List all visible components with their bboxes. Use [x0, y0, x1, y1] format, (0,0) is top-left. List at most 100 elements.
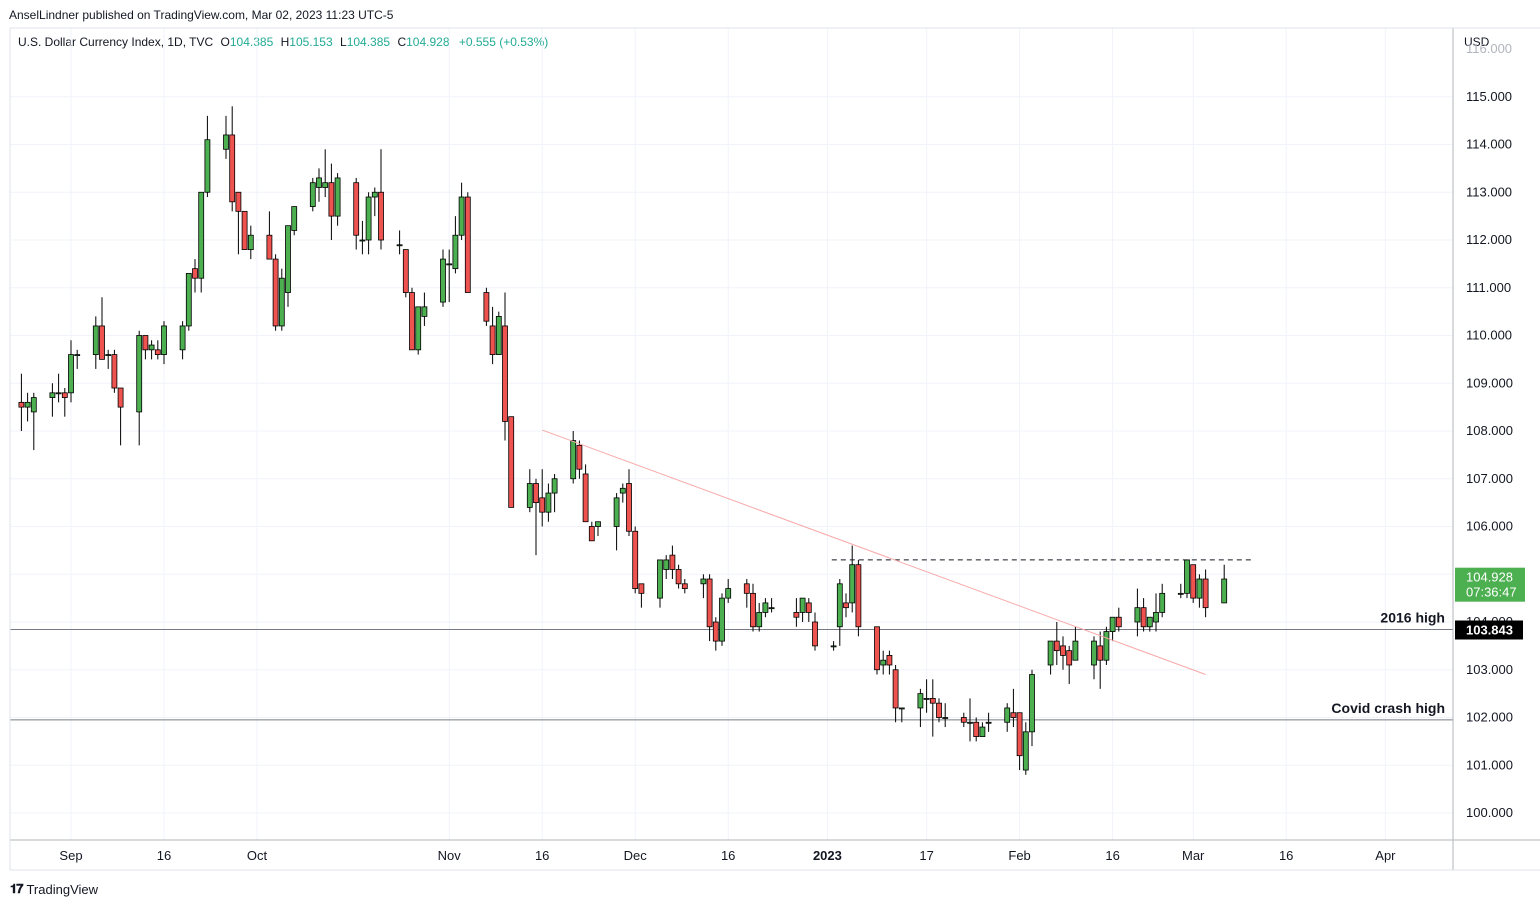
candle-body	[892, 669, 899, 709]
candle-body	[886, 655, 893, 666]
y-tick-label: 107.000	[1466, 471, 1513, 486]
candle-body	[309, 182, 316, 207]
candle-body	[551, 478, 558, 494]
candle-body	[1072, 640, 1079, 661]
candle-body	[266, 234, 273, 260]
high-label: H	[280, 35, 290, 49]
candle-body	[117, 387, 124, 408]
candle-body	[489, 325, 496, 356]
candle-body	[440, 258, 446, 303]
candle-body	[99, 325, 105, 360]
candle-body	[495, 315, 502, 355]
candle-body	[365, 196, 372, 241]
x-tick-label: 17	[919, 848, 933, 863]
candle-body	[1134, 607, 1141, 623]
grid	[10, 28, 1453, 840]
footer-brand: TradingView	[26, 881, 99, 897]
level-label: Covid crash high	[1331, 700, 1445, 716]
candle-body	[1159, 592, 1166, 613]
candle-body	[762, 602, 769, 613]
candle-body	[402, 249, 409, 293]
candle-body	[1140, 607, 1147, 628]
candle-body	[626, 483, 632, 532]
candle-body	[185, 273, 192, 327]
footer: 𝟏𝟕 TradingView	[10, 881, 98, 897]
candle-body	[508, 416, 515, 508]
candle-body	[712, 621, 719, 642]
candle-body	[917, 693, 924, 709]
candle-body	[756, 612, 763, 628]
close-value: 104.928	[406, 35, 450, 49]
tradingview-logo-icon: 𝟏𝟕	[10, 881, 24, 896]
candle-body	[632, 530, 639, 589]
candle-body	[371, 191, 378, 198]
levels: 2016 high Covid crash high	[10, 609, 1453, 721]
x-tick-label: 2023	[813, 848, 842, 863]
open-label: O	[220, 35, 230, 49]
candle-body	[719, 597, 725, 642]
candle-body	[1091, 640, 1097, 666]
y-tick-label: 103.000	[1466, 662, 1513, 677]
overlays	[542, 429, 1252, 675]
candle-body	[898, 707, 905, 710]
y-tick-label: 102.000	[1466, 710, 1513, 725]
candle-body	[793, 612, 800, 618]
candle-body	[502, 325, 508, 422]
y-tick-label: 100.000	[1466, 805, 1513, 820]
candle-body	[421, 306, 428, 317]
candle-body	[241, 210, 248, 250]
candle-body	[105, 354, 112, 357]
candle-body	[1221, 578, 1228, 604]
candle-body	[595, 521, 601, 527]
candle-body	[681, 583, 688, 589]
candle-body	[161, 325, 167, 356]
candle-body	[1022, 731, 1029, 771]
candle-body	[570, 440, 577, 480]
x-tick-label: Oct	[247, 848, 268, 863]
candle-body	[179, 325, 186, 351]
candle-body	[223, 134, 229, 150]
candle-body	[1066, 650, 1073, 666]
candle-body	[353, 182, 360, 236]
candle-body	[55, 392, 62, 395]
candle-body	[638, 583, 645, 594]
candle-body	[378, 191, 384, 241]
x-tick-label: 16	[721, 848, 735, 863]
level-price-tag	[1455, 620, 1523, 640]
y-tick-label: 106.000	[1466, 519, 1513, 534]
y-tick-label: 115.000	[1466, 89, 1512, 104]
candle-body	[576, 444, 583, 470]
candle-body	[799, 597, 806, 613]
candle-body	[278, 277, 285, 327]
y-tick-label: 113.000	[1466, 184, 1512, 199]
candle-body	[663, 559, 670, 570]
candle-body	[74, 354, 81, 357]
candles	[18, 106, 1228, 775]
x-tick-label: 16	[1279, 848, 1293, 863]
low-label: L	[340, 35, 347, 49]
x-tick-label: Apr	[1375, 848, 1396, 863]
candle-body	[768, 607, 775, 610]
candle-body	[328, 182, 335, 217]
candle-body	[880, 659, 887, 666]
y-tick-label: 108.000	[1466, 423, 1513, 438]
candle-body	[192, 268, 198, 279]
publisher-line: AnselLindner published on TradingView.co…	[9, 8, 394, 22]
candle-body	[619, 487, 626, 494]
candle-body	[359, 239, 366, 242]
candle-body	[483, 292, 490, 322]
candle-body	[446, 263, 453, 266]
y-tick-label: 109.000	[1466, 375, 1513, 390]
x-tick-label: 16	[157, 848, 171, 863]
candle-body	[322, 182, 329, 188]
candle-body	[136, 335, 143, 413]
candle-body	[92, 325, 99, 356]
candle-body	[1177, 592, 1184, 595]
candle-body	[1190, 564, 1197, 599]
candle-body	[68, 354, 74, 394]
candle-body	[415, 306, 422, 351]
low-value: 104.385	[346, 35, 391, 49]
candle-body	[1047, 640, 1054, 666]
x-tick-label: Feb	[1008, 848, 1030, 863]
